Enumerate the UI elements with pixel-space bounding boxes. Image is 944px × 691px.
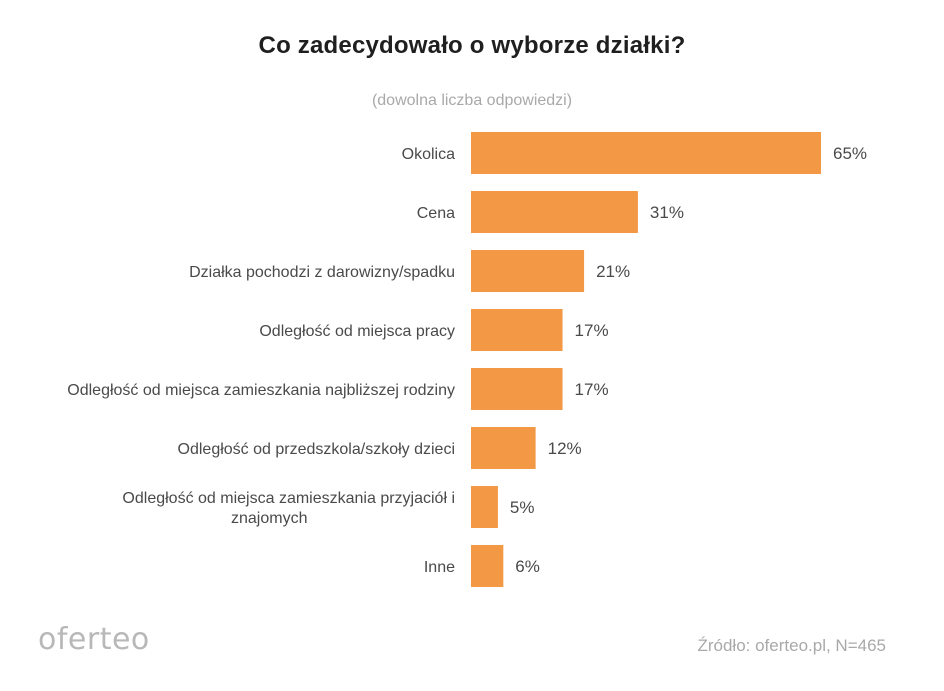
source-note: Źródło: oferteo.pl, N=465	[697, 636, 886, 655]
bar-1	[471, 191, 638, 233]
value-label-4: 17%	[575, 380, 609, 399]
oferteo-logo: oferteo	[38, 622, 150, 657]
bar-7	[471, 545, 504, 587]
bar-3	[471, 309, 563, 351]
chart-title: Co zadecydowało o wyborze działki?	[258, 32, 686, 59]
category-label-1: Cena	[417, 205, 455, 222]
value-label-2: 21%	[596, 262, 630, 281]
bar-2	[471, 250, 585, 292]
value-label-5: 12%	[548, 439, 582, 458]
value-label-3: 17%	[575, 321, 609, 340]
chart-subtitle: (dowolna liczba odpowiedzi)	[371, 92, 573, 109]
category-label-6-line-0: Odległość od miejsca zamieszkania przyja…	[122, 490, 455, 507]
value-label-0: 65%	[833, 144, 867, 163]
category-label-2: Działka pochodzi z darowizny/spadku	[189, 264, 455, 281]
category-label-6-line-1: znajomych	[231, 510, 307, 527]
bar-5	[471, 427, 536, 469]
category-label-4: Odległość od miejsca zamieszkania najbli…	[67, 382, 455, 399]
bar-4	[471, 368, 563, 410]
bar-0	[471, 132, 821, 174]
category-label-7: Inne	[424, 559, 455, 576]
value-label-1: 31%	[650, 203, 684, 222]
category-label-3: Odległość od miejsca pracy	[259, 323, 455, 340]
category-label-5: Odległość od przedszkola/szkoły dzieci	[178, 441, 455, 458]
value-label-6: 5%	[510, 498, 535, 517]
bar-6	[471, 486, 498, 528]
value-label-7: 6%	[515, 557, 540, 576]
category-label-0: Okolica	[402, 146, 455, 163]
